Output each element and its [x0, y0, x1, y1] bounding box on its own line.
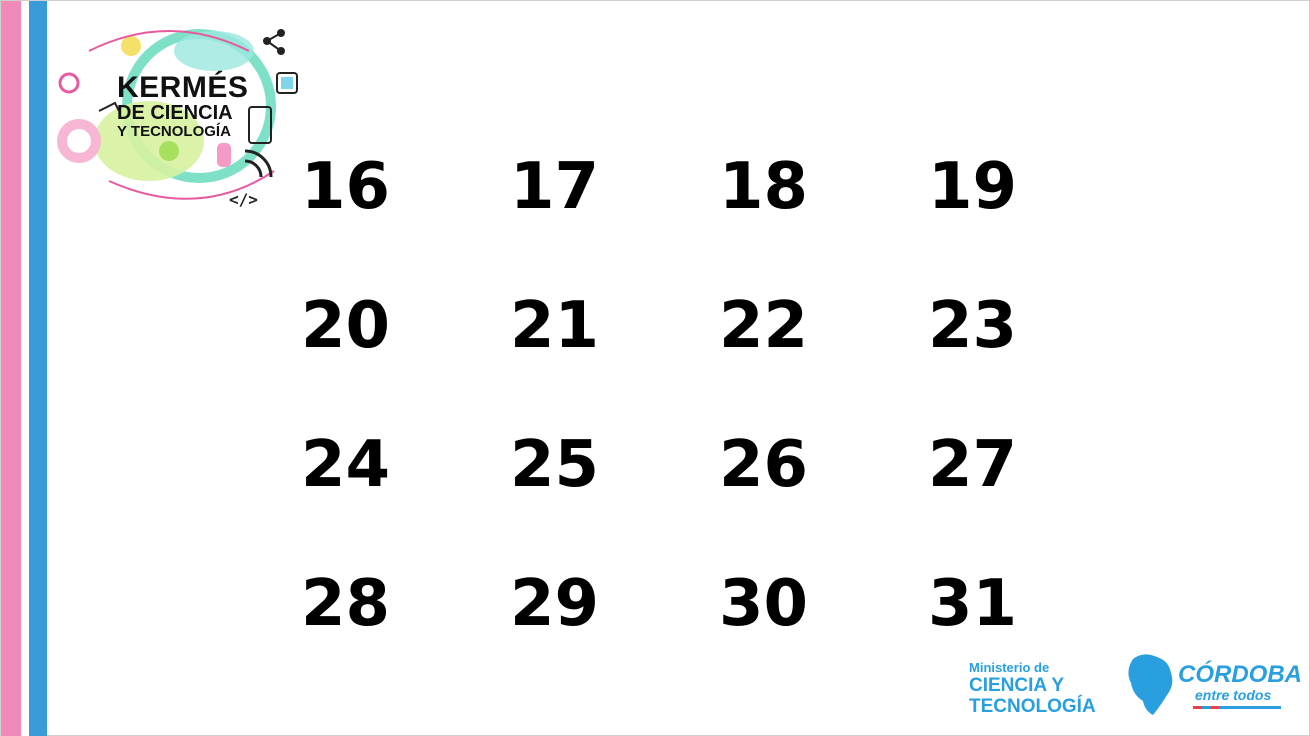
pink-stripe — [1, 1, 21, 736]
number-cell: 22 — [719, 289, 809, 363]
number-cell: 30 — [719, 567, 809, 641]
number-cell: 24 — [301, 428, 391, 502]
logo-subtitle-1: DE CIENCIA — [117, 102, 233, 124]
cordoba-logo: CÓRDOBA entre todos — [1123, 651, 1302, 721]
cordoba-subtitle: entre todos — [1195, 687, 1272, 703]
number-cell: 23 — [928, 289, 1018, 363]
number-cell: 21 — [510, 289, 600, 363]
number-cell: 29 — [510, 567, 600, 641]
number-grid: 16 17 18 19 20 21 22 23 24 25 26 27 28 2… — [301, 141, 1137, 697]
stripe-gap — [21, 1, 29, 736]
number-cell: 18 — [719, 150, 809, 224]
number-cell: 31 — [928, 567, 1018, 641]
kermes-logo: </> KERMÉS DE CIENCIA Y TECNOLOGÍA — [49, 11, 311, 211]
number-cell: 28 — [301, 567, 391, 641]
number-cell: 16 — [301, 150, 391, 224]
number-cell: 17 — [510, 150, 600, 224]
ministry-logo: Ministerio de CIENCIA Y TECNOLOGÍA — [969, 661, 1096, 716]
logo-subtitle-2: Y TECNOLOGÍA — [117, 123, 231, 140]
number-cell: 20 — [301, 289, 391, 363]
number-cell: 26 — [719, 428, 809, 502]
kermes-logo-artwork-icon: </> — [57, 29, 298, 209]
logo-title: KERMÉS — [117, 71, 249, 104]
number-cell: 19 — [928, 150, 1018, 224]
svg-text:</>: </> — [229, 190, 258, 209]
ministry-label: Ministerio de — [969, 660, 1050, 675]
number-cell: 25 — [510, 428, 600, 502]
blue-stripe — [29, 1, 47, 736]
number-cell: 27 — [928, 428, 1018, 502]
cordoba-underline — [1193, 706, 1281, 709]
ministry-name-line2: TECNOLOGÍA — [969, 696, 1096, 717]
kermes-logo-text: KERMÉS DE CIENCIA Y TECNOLOGÍA — [117, 71, 249, 140]
cordoba-map-icon — [1128, 654, 1173, 715]
ministry-name-line1: CIENCIA Y — [969, 675, 1065, 696]
cordoba-title: CÓRDOBA — [1178, 661, 1302, 688]
